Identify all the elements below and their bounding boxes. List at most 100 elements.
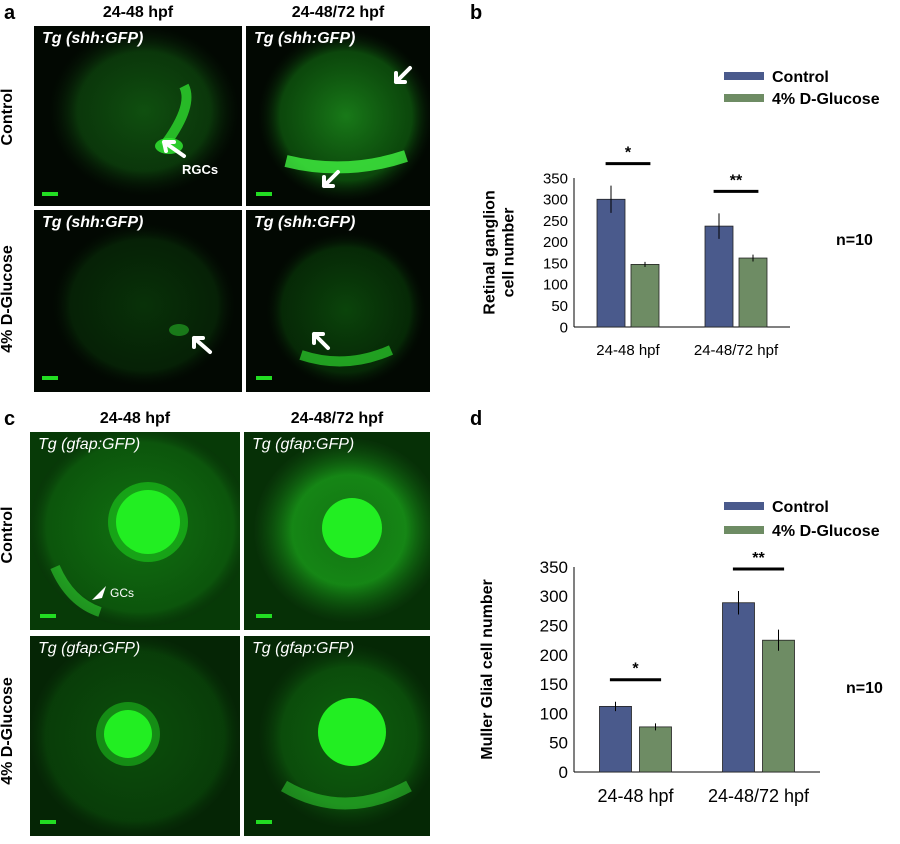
y-axis-label-line-1: Retinal ganglion — [481, 190, 498, 314]
transgene-label: Tg (gfap:GFP) — [38, 640, 141, 657]
transgene-label: Tg (gfap:GFP) — [38, 436, 141, 453]
significance-marker: ** — [730, 172, 743, 189]
legend-label-2: 4% D-Glucose — [772, 523, 880, 540]
chart-d: Control 4% D-Glucose 0 50 100 150 200 250 300 350… — [479, 499, 880, 806]
legend-swatch-1 — [724, 502, 764, 510]
legend-swatch-2 — [724, 526, 764, 534]
y-tick-label: 50 — [551, 298, 568, 315]
micrograph-c-control-24-48-72: Tg (gfap:GFP) — [244, 432, 430, 630]
chart-b: Control 4% D-Glucose 0 50 100 150 200 250 300 350… — [481, 69, 880, 359]
bar-1-1 — [596, 198, 626, 328]
panel-a-label: a — [4, 2, 16, 24]
transgene-label: Tg (gfap:GFP) — [252, 640, 355, 657]
panel-a-row-header-control: Control — [0, 88, 16, 146]
scale-bar — [256, 376, 272, 380]
panel-d-label: d — [470, 408, 483, 430]
arrow-icon — [312, 332, 330, 350]
legend-label-2: 4% D-Glucose — [772, 91, 880, 108]
micrograph-c-control-24-48: Tg (gfap:GFP) GCs — [30, 432, 240, 630]
bar-2-2 — [738, 257, 768, 328]
arrow-icon — [162, 140, 186, 158]
y-tick-label: 150 — [543, 255, 568, 272]
y-tick-label: 150 — [540, 675, 568, 694]
legend-label-1: Control — [772, 69, 829, 86]
retina-fluorescence-image — [244, 636, 430, 836]
transgene-label: Tg (shh:GFP) — [42, 30, 144, 47]
arrow-icon — [394, 66, 412, 84]
arrow-icon — [192, 336, 212, 354]
bar-2-1 — [639, 726, 672, 773]
y-tick-label: 300 — [543, 192, 568, 209]
panel-c-col-header-2: 24-48/72 hpf — [290, 410, 384, 427]
y-tick-label: 50 — [549, 734, 568, 753]
arrowhead-icon — [92, 586, 106, 600]
arrow-icon — [322, 170, 340, 188]
significance-marker: ** — [752, 550, 765, 567]
y-axis-label-line-2: cell number — [501, 208, 518, 298]
micrograph-a-control-24-48: Tg (shh:GFP) RGCs — [34, 26, 242, 206]
retina-fluorescence-image — [30, 432, 240, 630]
bar-1-1 — [599, 705, 632, 773]
panel-b-label: b — [470, 2, 483, 24]
panel-c-col-header-1: 24-48 hpf — [99, 410, 171, 427]
scale-bar — [42, 376, 58, 380]
x-tick-label: 24-48/72 hpf — [694, 342, 779, 359]
bar-2-2 — [762, 639, 795, 773]
scale-bar — [40, 820, 56, 824]
y-tick-label: 350 — [543, 170, 568, 187]
y-tick-label: 100 — [540, 704, 568, 723]
retina-fluorescence-image — [266, 232, 426, 388]
bar-1-2 — [722, 602, 755, 773]
y-tick-label: 250 — [540, 617, 568, 636]
significance-marker: * — [632, 661, 639, 678]
chart-d-n-label: n=10 — [846, 680, 883, 697]
scale-bar — [256, 820, 272, 824]
panel-c-row-header-control: Control — [0, 506, 16, 564]
micrograph-a-glucose-24-48: Tg (shh:GFP) — [34, 210, 242, 392]
retina-fluorescence-image — [52, 223, 236, 387]
y-tick-label: 250 — [543, 213, 568, 230]
panel-c-label: c — [4, 408, 16, 430]
gcs-annotation: GCs — [110, 586, 134, 600]
legend-swatch-1 — [724, 72, 764, 80]
panel-a-col-header-2: 24-48/72 hpf — [291, 4, 385, 21]
scale-bar — [42, 192, 58, 196]
legend-label-1: Control — [772, 499, 829, 516]
transgene-label: Tg (shh:GFP) — [42, 214, 144, 231]
micrograph-a-glucose-24-48-72: Tg (shh:GFP) — [246, 210, 430, 392]
y-tick-label: 0 — [560, 319, 568, 336]
bar-1-2 — [704, 225, 734, 328]
panel-a-row-header-glucose: 4% D-Glucose — [0, 245, 16, 353]
y-tick-label: 350 — [540, 558, 568, 577]
x-tick-label: 24-48 hpf — [597, 786, 674, 806]
retina-fluorescence-image — [30, 636, 240, 836]
x-tick-label: 24-48 hpf — [596, 342, 660, 359]
micrograph-a-control-24-48-72: Tg (shh:GFP) — [246, 26, 430, 206]
significance-marker: * — [625, 145, 632, 162]
retina-fluorescence-image — [258, 30, 430, 202]
micrograph-c-glucose-24-48-72: Tg (gfap:GFP) — [244, 636, 430, 836]
rgcs-annotation: RGCs — [182, 162, 219, 177]
y-tick-label: 100 — [543, 277, 568, 294]
scale-bar — [256, 614, 272, 618]
scale-bar — [40, 614, 56, 618]
micrograph-c-glucose-24-48: Tg (gfap:GFP) — [30, 636, 240, 836]
y-tick-label: 200 — [540, 646, 568, 665]
bar-2-1 — [630, 264, 660, 328]
panel-c-row-header-glucose: 4% D-Glucose — [0, 677, 16, 785]
retina-fluorescence-image — [244, 432, 430, 630]
retina-fluorescence-image — [49, 26, 239, 196]
transgene-label: Tg (shh:GFP) — [254, 214, 356, 231]
legend-swatch-2 — [724, 94, 764, 102]
y-tick-label: 0 — [559, 763, 568, 782]
y-axis-label: Muller Glial cell number — [479, 579, 496, 760]
scale-bar — [256, 192, 272, 196]
x-tick-label: 24-48/72 hpf — [708, 786, 810, 806]
transgene-label: Tg (shh:GFP) — [254, 30, 356, 47]
y-axis-label: Retinal ganglion cell number — [481, 190, 517, 314]
transgene-label: Tg (gfap:GFP) — [252, 436, 355, 453]
panel-a-col-header-1: 24-48 hpf — [102, 4, 174, 21]
y-tick-label: 200 — [543, 234, 568, 251]
chart-b-n-label: n=10 — [836, 232, 873, 249]
y-tick-label: 300 — [540, 587, 568, 606]
